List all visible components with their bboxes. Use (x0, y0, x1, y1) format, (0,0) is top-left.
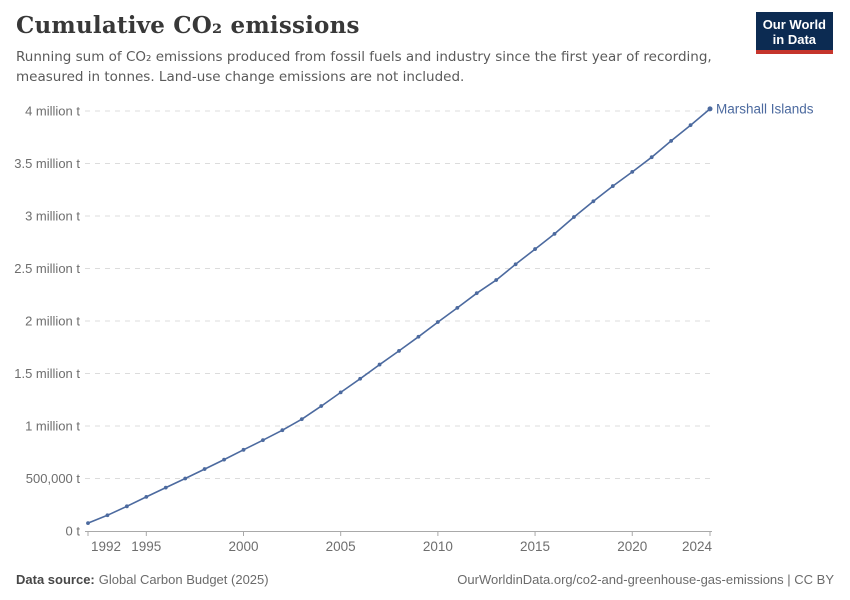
data-point (435, 320, 440, 324)
x-axis-tick-label: 2015 (520, 539, 550, 554)
data-point (338, 390, 343, 395)
data-point (630, 170, 635, 174)
data-point (222, 457, 226, 462)
data-point (455, 305, 460, 310)
data-point (358, 376, 363, 381)
data-source: Data source: Global Carbon Budget (2025) (16, 572, 269, 587)
data-point (202, 467, 207, 471)
y-axis-tick-label: 3.5 million t (14, 156, 80, 171)
x-axis-tick-label: 2005 (326, 539, 356, 554)
data-point (591, 199, 596, 204)
page-title: Cumulative CO₂ emissions (16, 12, 360, 39)
data-point (319, 404, 324, 408)
chart-subtitle-line2: measured in tonnes. Land-use change emis… (16, 69, 465, 85)
series-entity-label: Marshall Islands (716, 101, 814, 116)
data-point (86, 521, 90, 526)
data-point (552, 231, 557, 236)
data-point (377, 362, 382, 367)
data-point (397, 349, 401, 353)
chart-footer: Data source: Global Carbon Budget (2025) … (16, 572, 834, 587)
data-point (533, 247, 537, 251)
data-point (610, 184, 615, 188)
x-axis-tick-label: 2020 (617, 539, 647, 554)
x-axis-tick-label: 2010 (423, 539, 453, 554)
data-source-value[interactable]: Global Carbon Budget (2025) (98, 572, 269, 587)
data-point (669, 139, 674, 143)
data-point (105, 513, 110, 518)
owid-logo-line2: in Data (772, 32, 817, 47)
footer-citation-link[interactable]: OurWorldinData.org/co2-and-greenhouse-ga… (457, 572, 834, 587)
data-point (183, 476, 188, 481)
chart-header: Cumulative CO₂ emissions Running sum of … (16, 12, 712, 88)
data-point (261, 438, 265, 443)
data-point (649, 155, 654, 160)
data-point (124, 504, 129, 509)
data-point (494, 278, 499, 282)
y-axis-tick-label: 3 million t (25, 209, 80, 224)
data-point (513, 262, 518, 267)
data-point (241, 447, 246, 452)
y-axis-tick-label: 1 million t (25, 419, 80, 434)
data-point (688, 123, 693, 128)
data-point (280, 428, 285, 433)
owid-logo-line1: Our World (762, 17, 826, 32)
data-point (416, 334, 421, 339)
y-axis-tick-label: 2 million t (25, 314, 80, 329)
data-line (87, 108, 711, 524)
data-point (144, 494, 149, 499)
y-axis-tick-label: 1.5 million t (14, 366, 80, 381)
owid-logo[interactable]: Our World in Data (755, 12, 833, 54)
x-axis-tick-label: 1995 (131, 539, 161, 554)
data-point (572, 215, 576, 219)
x-axis-tick-label: 2000 (228, 539, 258, 554)
data-point (163, 485, 168, 490)
y-axis-tick-label: 0 t (66, 524, 81, 539)
y-axis-tick-label: 2.5 million t (14, 261, 80, 276)
y-axis-tick-label: 500,000 t (26, 471, 81, 486)
x-axis-tick-label: 1992 (91, 539, 121, 554)
data-point (707, 106, 713, 112)
data-source-label: Data source: (16, 572, 95, 587)
data-point (474, 291, 479, 296)
x-axis-tick-label: 2024 (682, 539, 713, 554)
data-point (299, 417, 304, 422)
chart-subtitle-line1: Running sum of CO₂ emissions produced fr… (16, 49, 712, 65)
y-axis-tick-label: 4 million t (25, 104, 80, 119)
